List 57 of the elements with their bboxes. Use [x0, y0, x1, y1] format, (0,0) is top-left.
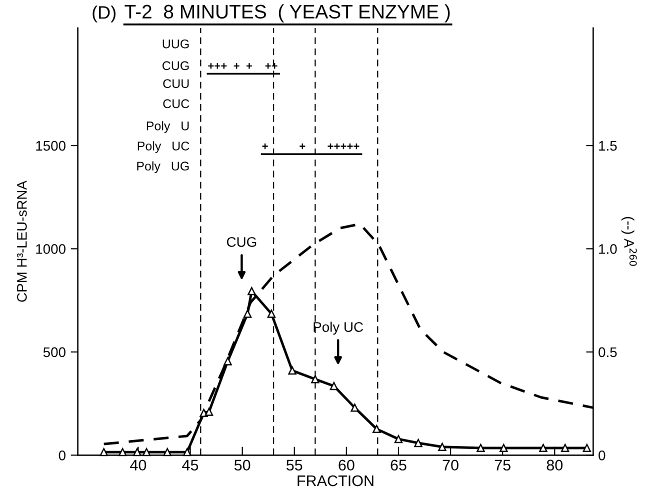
point — [414, 438, 422, 448]
annotation: Poly U — [146, 121, 189, 133]
annotation: + + +++++ — [262, 143, 360, 150]
x-tick-label: 50 — [234, 460, 250, 471]
y-axis-title: CPM H³-LEU-sRNA — [16, 180, 27, 302]
point — [133, 448, 142, 456]
annotation: Poly UC — [138, 141, 190, 153]
point — [267, 310, 276, 318]
point — [183, 448, 192, 456]
point — [163, 448, 172, 456]
annotation: +++ + + ++ — [208, 63, 278, 69]
annotation: CUU — [163, 79, 189, 88]
x-axis-title: FRACTION — [298, 475, 374, 486]
point — [539, 444, 548, 452]
x-tick-label: 45 — [182, 460, 198, 471]
x-tick-label: 80 — [546, 460, 563, 471]
point — [476, 444, 485, 452]
y2-axis-title: (--) A$^{260}$ — [621, 217, 637, 266]
x-tick-label: 70 — [442, 460, 458, 471]
x-tick-label: 60 — [338, 460, 354, 471]
point — [142, 448, 151, 456]
point — [438, 442, 446, 452]
y2-tick-label: 1.0 — [599, 244, 617, 254]
chart-title: T-2 8 MINUTES ( YEAST ENZYME ) — [124, 4, 450, 22]
point — [100, 448, 108, 456]
y2-tick-label: 1.5 — [599, 141, 617, 151]
text: (D) — [92, 6, 116, 22]
x-tick-label: 65 — [390, 460, 406, 471]
point — [243, 310, 252, 318]
annotation: CUC — [163, 99, 190, 108]
point — [394, 434, 403, 444]
point — [288, 366, 296, 375]
y-tick-label: 500 — [43, 347, 66, 358]
point — [582, 444, 592, 452]
annotation: CUG — [226, 237, 256, 247]
point — [350, 404, 359, 412]
point — [204, 408, 214, 416]
point — [224, 357, 232, 366]
x-tick-label: 40 — [130, 460, 146, 471]
point — [330, 382, 338, 390]
point — [248, 286, 256, 296]
annotation: CUG — [162, 61, 189, 70]
annotation: UUG — [162, 39, 189, 48]
x-tick-label: 55 — [286, 460, 302, 471]
point — [311, 375, 320, 384]
y2-tick-label: 0 — [598, 450, 606, 460]
point — [372, 424, 381, 434]
y-tick-label: 1000 — [36, 244, 66, 254]
point — [560, 444, 570, 452]
point — [118, 448, 127, 456]
y-tick-label: 1500 — [36, 140, 66, 151]
x-tick-label: 75 — [494, 460, 510, 471]
annotation: Poly UC — [314, 322, 364, 335]
y-tick-label: 0 — [58, 450, 66, 460]
y2-tick-label: 0.5 — [598, 347, 617, 358]
point — [500, 444, 508, 452]
annotation: Poly UG — [137, 161, 189, 174]
